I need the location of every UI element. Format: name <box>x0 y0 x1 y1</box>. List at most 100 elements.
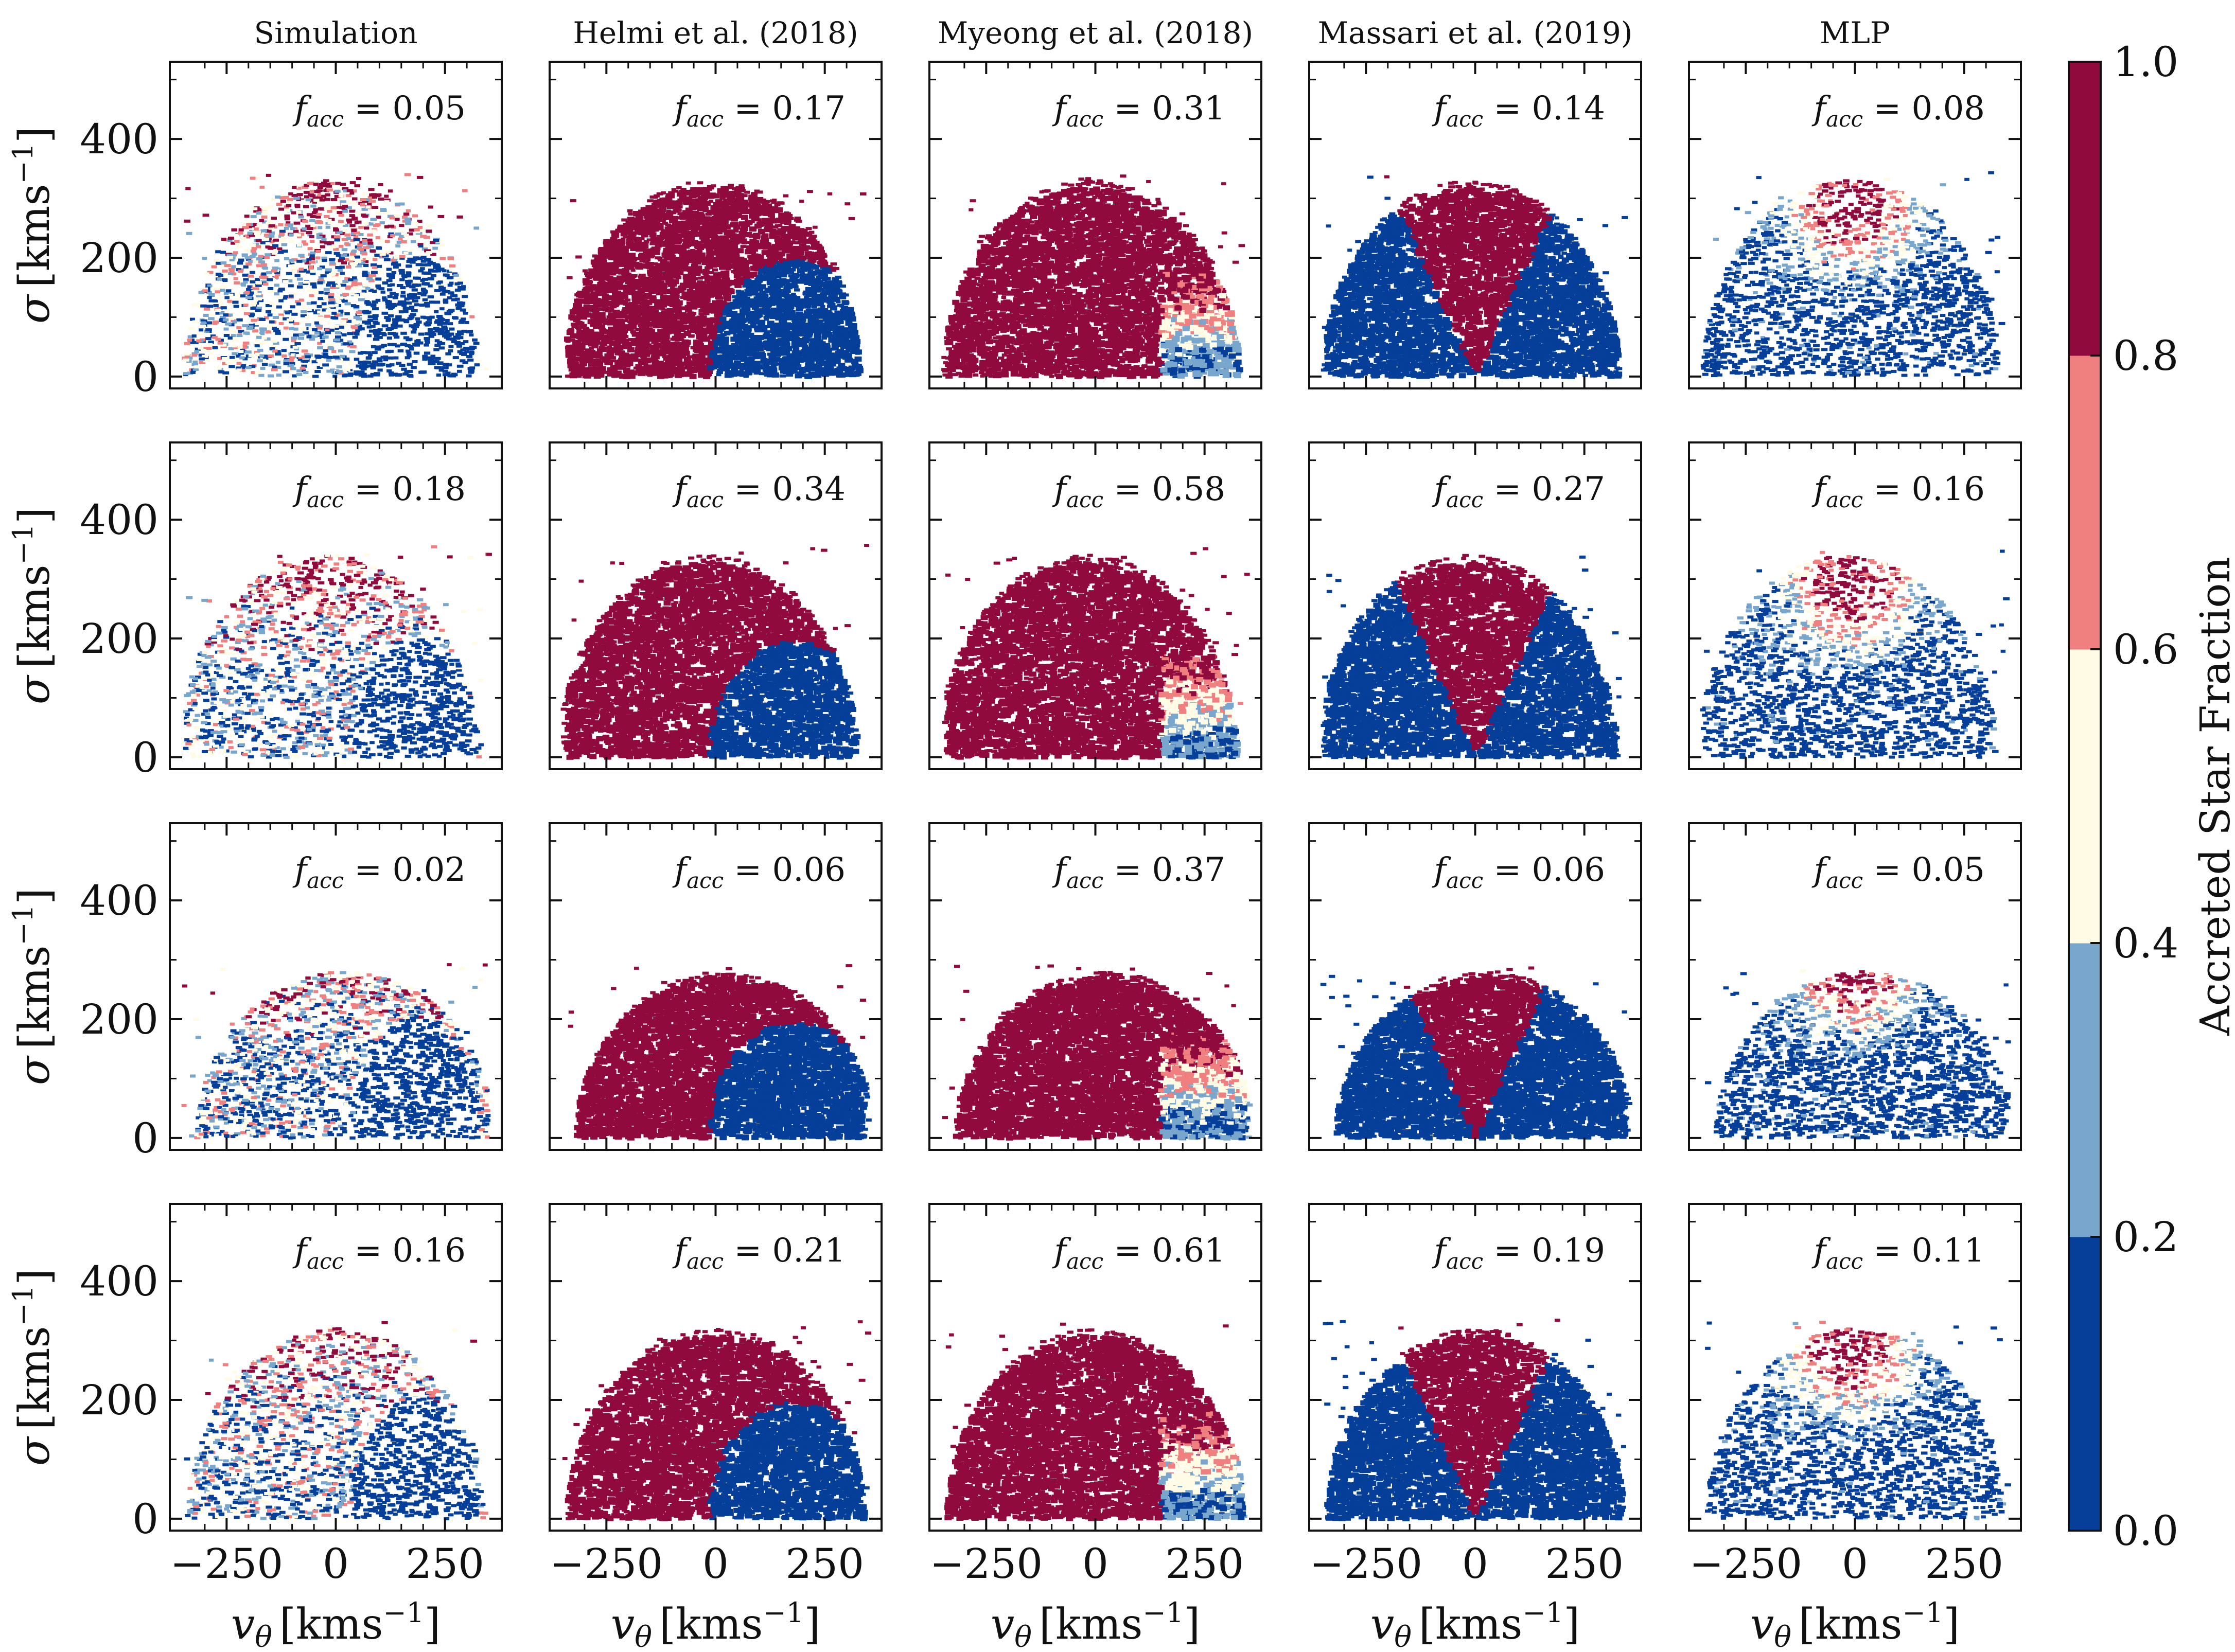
hexbin <box>206 305 213 308</box>
hexbin <box>328 301 335 305</box>
hexbin <box>234 240 239 243</box>
hexbin <box>271 270 276 273</box>
hexbin <box>335 335 341 339</box>
hexbin <box>344 242 349 245</box>
hexbin <box>424 337 430 340</box>
hexbin <box>409 315 415 318</box>
hexbin <box>409 248 414 252</box>
hexbin <box>394 256 400 259</box>
hexbin <box>339 326 344 329</box>
hexbin <box>292 277 297 280</box>
hexbin <box>403 212 409 216</box>
hexbin <box>293 333 299 336</box>
hexbin <box>456 216 463 219</box>
hexbin <box>466 309 471 312</box>
hexbin <box>323 296 328 299</box>
hexbin <box>240 282 245 286</box>
hexbin <box>358 352 363 355</box>
hexbin <box>449 282 453 285</box>
hexbin <box>307 302 312 305</box>
hexbin <box>795 217 801 220</box>
hexbin <box>244 249 250 252</box>
hexbin <box>460 288 466 291</box>
hexbin <box>428 285 433 288</box>
hexbin <box>342 375 347 378</box>
hexbin <box>372 307 379 310</box>
hexbin <box>239 357 244 360</box>
hexbin <box>257 224 262 227</box>
hexbin <box>296 303 301 306</box>
hexbin <box>289 295 294 298</box>
hexbin <box>387 288 392 291</box>
hexbin <box>452 373 458 376</box>
hexbin <box>271 368 278 371</box>
hexbin <box>351 229 357 232</box>
hexbin <box>294 342 301 345</box>
hexbin <box>335 331 341 334</box>
hexbin <box>347 201 354 204</box>
hexbin <box>313 208 318 211</box>
hexbin <box>199 328 203 331</box>
hexbin <box>372 290 377 293</box>
hexbin <box>212 265 217 269</box>
hexbin <box>309 265 313 269</box>
hexbin <box>262 336 267 340</box>
hexbin <box>242 254 248 257</box>
hexbin <box>306 198 311 201</box>
hexbin <box>351 325 356 328</box>
hexbin <box>457 278 463 281</box>
hexbin <box>317 281 323 285</box>
hexbin <box>284 215 290 218</box>
hexbin <box>256 257 262 260</box>
hexbin <box>338 349 343 352</box>
hexbin <box>349 224 355 227</box>
hexbin <box>567 276 573 279</box>
hexbin <box>390 283 395 287</box>
hexbin <box>263 206 269 209</box>
hexbin <box>371 218 377 221</box>
hexbin <box>238 270 243 273</box>
hexbin <box>363 264 368 267</box>
hexbin <box>385 350 391 353</box>
hexbin <box>362 271 368 274</box>
hexbin <box>334 339 340 342</box>
hexbin <box>465 321 469 324</box>
hexbin <box>207 322 212 325</box>
hexbin <box>328 221 333 224</box>
hexbin <box>291 313 297 316</box>
hexbin <box>260 367 266 370</box>
hexbin <box>346 237 351 240</box>
hexbin <box>736 290 741 293</box>
hexbin <box>428 295 434 298</box>
hexbin <box>400 300 407 304</box>
hexbin <box>280 196 286 199</box>
hexbin <box>657 329 663 332</box>
hexbin <box>414 352 420 355</box>
hexbin <box>249 325 253 328</box>
hexbin <box>483 367 488 370</box>
hexbin <box>346 265 351 269</box>
hexbin <box>239 228 244 232</box>
hexbin <box>406 284 411 287</box>
hexbin <box>245 332 250 335</box>
hexbin <box>328 293 334 296</box>
hexbin <box>312 285 317 288</box>
hexbin <box>416 339 420 342</box>
hexbin <box>373 374 380 377</box>
hexbin <box>271 199 276 202</box>
hexbin <box>223 279 227 282</box>
hexbin <box>308 247 313 250</box>
hexbin <box>391 332 396 335</box>
hexbin <box>457 350 463 353</box>
hexbin <box>570 199 576 202</box>
hexbin <box>228 365 235 368</box>
hexbin <box>184 220 191 223</box>
hexbin <box>256 264 262 268</box>
hexbin <box>273 250 278 253</box>
hexbin <box>433 300 440 304</box>
hexbin <box>268 375 274 378</box>
hexbin <box>357 243 363 246</box>
hexbin <box>284 359 289 362</box>
hexbin <box>404 173 411 176</box>
y-axis-label: σ[kms−1] <box>7 127 59 324</box>
